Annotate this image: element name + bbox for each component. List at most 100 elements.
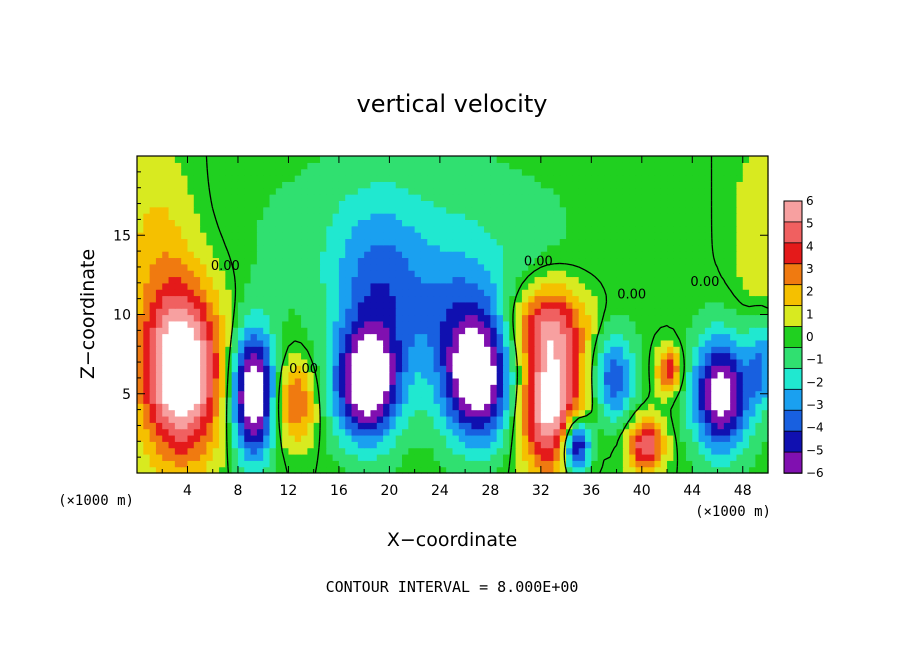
field-cell [704, 314, 712, 322]
field-cell [237, 251, 245, 259]
field-cell [572, 270, 580, 278]
field-cell [307, 422, 315, 430]
field-cell [547, 225, 555, 233]
field-cell [219, 194, 226, 201]
field-cell [155, 181, 163, 189]
field-cell [465, 225, 473, 233]
field-cell [749, 213, 756, 220]
field-cell [704, 333, 712, 341]
field-cell [667, 377, 674, 385]
field-cell [534, 384, 542, 392]
field-cell [484, 194, 491, 201]
field-cell [395, 320, 403, 328]
field-cell [187, 219, 195, 227]
field-cell [585, 270, 592, 278]
field-cell [282, 244, 290, 252]
field-cell [585, 333, 592, 341]
field-cell [174, 390, 182, 398]
field-cell [673, 251, 681, 259]
field-cell [452, 428, 460, 436]
field-cell [345, 327, 353, 335]
field-cell [528, 156, 536, 163]
field-cell [452, 156, 460, 163]
field-cell [496, 238, 504, 246]
field-cell [326, 257, 334, 265]
field-cell [319, 219, 327, 227]
field-cell [263, 282, 271, 290]
field-cell [250, 225, 258, 233]
field-cell [458, 333, 466, 341]
field-cell [155, 257, 163, 265]
field-cell [629, 352, 637, 360]
field-cell [540, 320, 548, 328]
field-cell [427, 320, 435, 328]
field-cell [155, 447, 163, 455]
field-cell [212, 156, 220, 163]
field-cell [673, 422, 681, 430]
field-cell [250, 466, 258, 474]
field-cell [597, 352, 605, 360]
field-cell [502, 257, 510, 265]
field-cell [591, 365, 599, 373]
field-cell [509, 447, 517, 455]
field-cell [364, 339, 372, 347]
field-cell [585, 200, 592, 208]
field-cell [635, 257, 643, 265]
field-cell [301, 396, 308, 404]
field-cell [711, 453, 719, 461]
field-cell [427, 225, 435, 233]
field-cell [496, 441, 504, 449]
field-cell [755, 295, 763, 303]
field-cell [547, 365, 555, 373]
field-cell [137, 301, 144, 309]
field-cell [427, 428, 435, 436]
field-cell [622, 428, 630, 436]
field-cell [275, 238, 283, 246]
field-cell [288, 415, 296, 423]
field-cell [673, 308, 681, 316]
field-cell [685, 289, 693, 297]
field-cell [181, 327, 189, 335]
field-cell [332, 327, 340, 335]
field-cell [319, 257, 327, 265]
field-cell [446, 219, 454, 227]
field-cell [635, 434, 643, 442]
field-cell [231, 327, 239, 335]
field-cell [736, 441, 744, 449]
field-cell [143, 181, 151, 189]
field-cell [749, 181, 756, 189]
field-cell [187, 460, 195, 468]
field-cell [326, 301, 334, 309]
field-cell [730, 238, 738, 246]
field-cell [231, 225, 239, 233]
field-cell [250, 194, 258, 201]
field-cell [711, 295, 719, 303]
field-cell [509, 358, 517, 366]
field-cell [168, 295, 176, 303]
field-cell [730, 282, 738, 290]
field-cell [193, 460, 201, 468]
field-cell [282, 377, 290, 385]
field-cell [357, 460, 365, 468]
field-cell [742, 175, 750, 182]
field-cell [326, 466, 334, 474]
field-cell [730, 371, 738, 379]
field-cell [439, 352, 447, 360]
field-cell [174, 333, 182, 341]
field-cell [629, 308, 637, 316]
field-cell [395, 181, 403, 189]
field-cell [509, 453, 517, 461]
field-cell [755, 396, 763, 404]
field-cell [376, 352, 384, 360]
field-cell [452, 308, 460, 316]
field-cell [200, 206, 208, 214]
field-cell [736, 327, 744, 335]
field-cell [603, 289, 611, 297]
field-cell [622, 377, 630, 385]
field-cell [685, 270, 693, 278]
field-cell [383, 156, 390, 163]
field-cell [364, 327, 372, 335]
field-cell [509, 162, 517, 170]
field-cell [673, 181, 681, 189]
field-cell [383, 270, 390, 278]
